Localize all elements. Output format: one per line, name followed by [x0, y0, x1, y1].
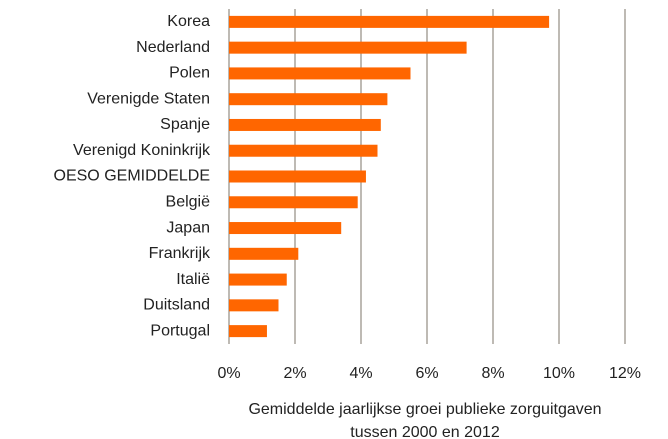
bar: [229, 67, 411, 80]
y-tick-label: Nederland: [136, 39, 210, 56]
y-tick-label: Duitsland: [143, 297, 210, 314]
y-tick-label: Verenigde Staten: [87, 90, 210, 107]
y-tick-label: Italië: [176, 271, 210, 288]
x-tick-label: 4%: [349, 365, 372, 382]
x-axis-label: tussen 2000 en 2012: [350, 424, 500, 439]
y-tick-label: België: [166, 193, 211, 210]
x-tick-label: 10%: [543, 365, 575, 382]
bar: [229, 15, 550, 28]
y-tick-label: Spanje: [160, 116, 210, 133]
bar: [229, 144, 378, 157]
bar: [229, 170, 366, 183]
bar: [229, 325, 267, 338]
bar: [229, 41, 467, 54]
bar: [229, 118, 381, 131]
y-tick-label: Polen: [169, 65, 210, 82]
y-tick-label: Frankrijk: [149, 245, 211, 262]
bar: [229, 247, 299, 260]
x-tick-label: 8%: [481, 365, 504, 382]
bar: [229, 273, 287, 286]
x-axis-label: Gemiddelde jaarlijkse groei publieke zor…: [248, 401, 601, 418]
bar: [229, 299, 279, 312]
bar: [229, 222, 342, 235]
y-tick-label: OESO GEMIDDELDE: [54, 168, 210, 185]
x-tick-label: 0%: [217, 365, 240, 382]
bar: [229, 196, 358, 209]
bar: [229, 93, 388, 106]
x-tick-label: 12%: [609, 365, 641, 382]
x-tick-label: 2%: [283, 365, 306, 382]
y-tick-label: Verenigd Koninkrijk: [73, 142, 211, 159]
y-tick-label: Portugal: [150, 322, 210, 339]
y-tick-label: Korea: [167, 13, 210, 30]
y-tick-label: Japan: [166, 219, 210, 236]
x-tick-label: 6%: [415, 365, 438, 382]
